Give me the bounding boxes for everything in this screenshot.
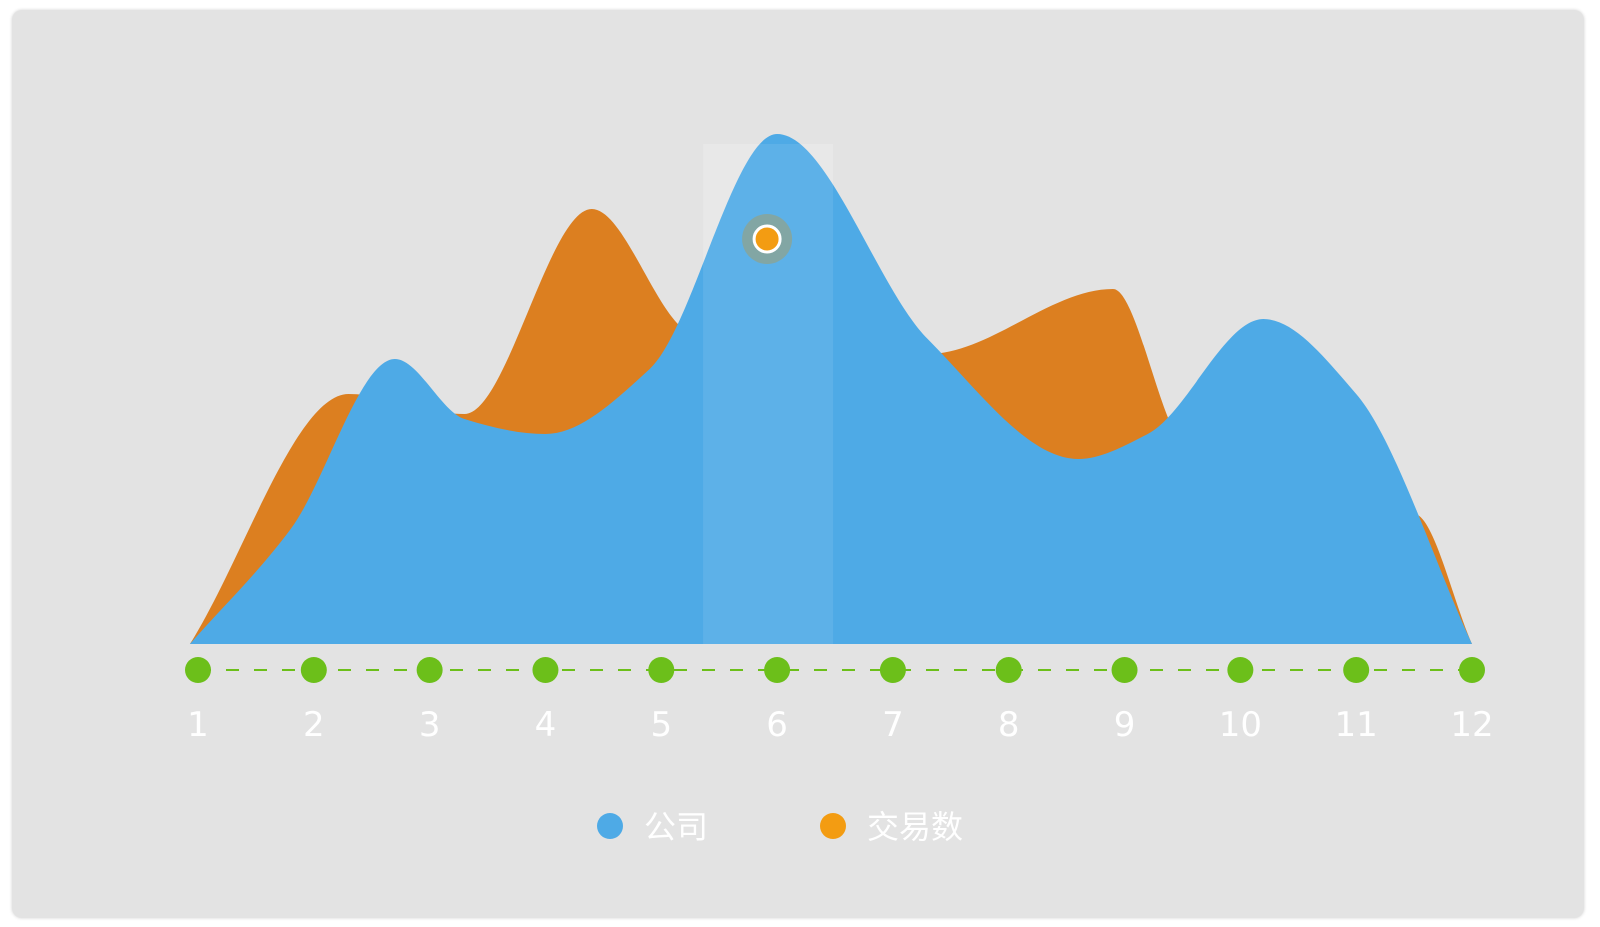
series-area-company[interactable] <box>189 134 1472 644</box>
x-tick-label-11: 11 <box>1335 705 1378 745</box>
x-tick-label-12: 12 <box>1450 705 1493 745</box>
x-axis-dot-10[interactable] <box>1227 657 1254 683</box>
x-axis-dot-2[interactable] <box>300 657 327 683</box>
x-axis-dot-4[interactable] <box>532 657 559 683</box>
legend: 公司 交易数 <box>597 808 963 846</box>
x-axis-dot-9[interactable] <box>1111 657 1138 683</box>
x-axis: 1 2 3 4 5 6 7 8 9 10 11 12 <box>185 657 1494 745</box>
legend-item-company[interactable]: 公司 <box>597 808 708 846</box>
x-axis-dot-7[interactable] <box>879 657 906 683</box>
x-tick-label-10: 10 <box>1219 705 1262 745</box>
x-axis-dot-1[interactable] <box>185 657 211 683</box>
chart-panel: 1 2 3 4 5 6 7 8 9 10 11 12 公司 交易数 <box>12 10 1584 918</box>
x-tick-label-1: 1 <box>187 705 209 745</box>
legend-label-transactions: 交易数 <box>867 808 963 846</box>
x-axis-dot-11[interactable] <box>1343 657 1370 683</box>
area-layer <box>189 134 1472 644</box>
x-axis-dot-12[interactable] <box>1459 657 1485 683</box>
x-axis-dot-5[interactable] <box>648 657 675 683</box>
legend-item-transactions[interactable]: 交易数 <box>820 808 963 846</box>
x-tick-label-3: 3 <box>419 705 441 745</box>
x-tick-label-9: 9 <box>1114 705 1136 745</box>
hover-marker[interactable] <box>742 214 793 264</box>
x-tick-label-5: 5 <box>650 705 672 745</box>
x-axis-dot-6[interactable] <box>764 657 791 683</box>
x-axis-dot-8[interactable] <box>995 657 1022 683</box>
legend-swatch-transactions <box>820 813 846 839</box>
x-tick-label-4: 4 <box>535 705 557 745</box>
x-tick-label-6: 6 <box>766 705 788 745</box>
x-tick-label-8: 8 <box>998 705 1020 745</box>
hover-marker-point[interactable] <box>752 224 782 254</box>
x-tick-label-7: 7 <box>882 705 904 745</box>
x-tick-label-2: 2 <box>303 705 325 745</box>
area-chart: 1 2 3 4 5 6 7 8 9 10 11 12 公司 交易数 <box>185 134 1494 846</box>
legend-label-company: 公司 <box>644 808 708 846</box>
legend-swatch-company <box>597 813 623 839</box>
x-axis-dot-3[interactable] <box>416 657 443 683</box>
x-axis-tick-labels: 1 2 3 4 5 6 7 8 9 10 11 12 <box>187 705 1493 745</box>
x-axis-dots <box>185 657 1485 683</box>
